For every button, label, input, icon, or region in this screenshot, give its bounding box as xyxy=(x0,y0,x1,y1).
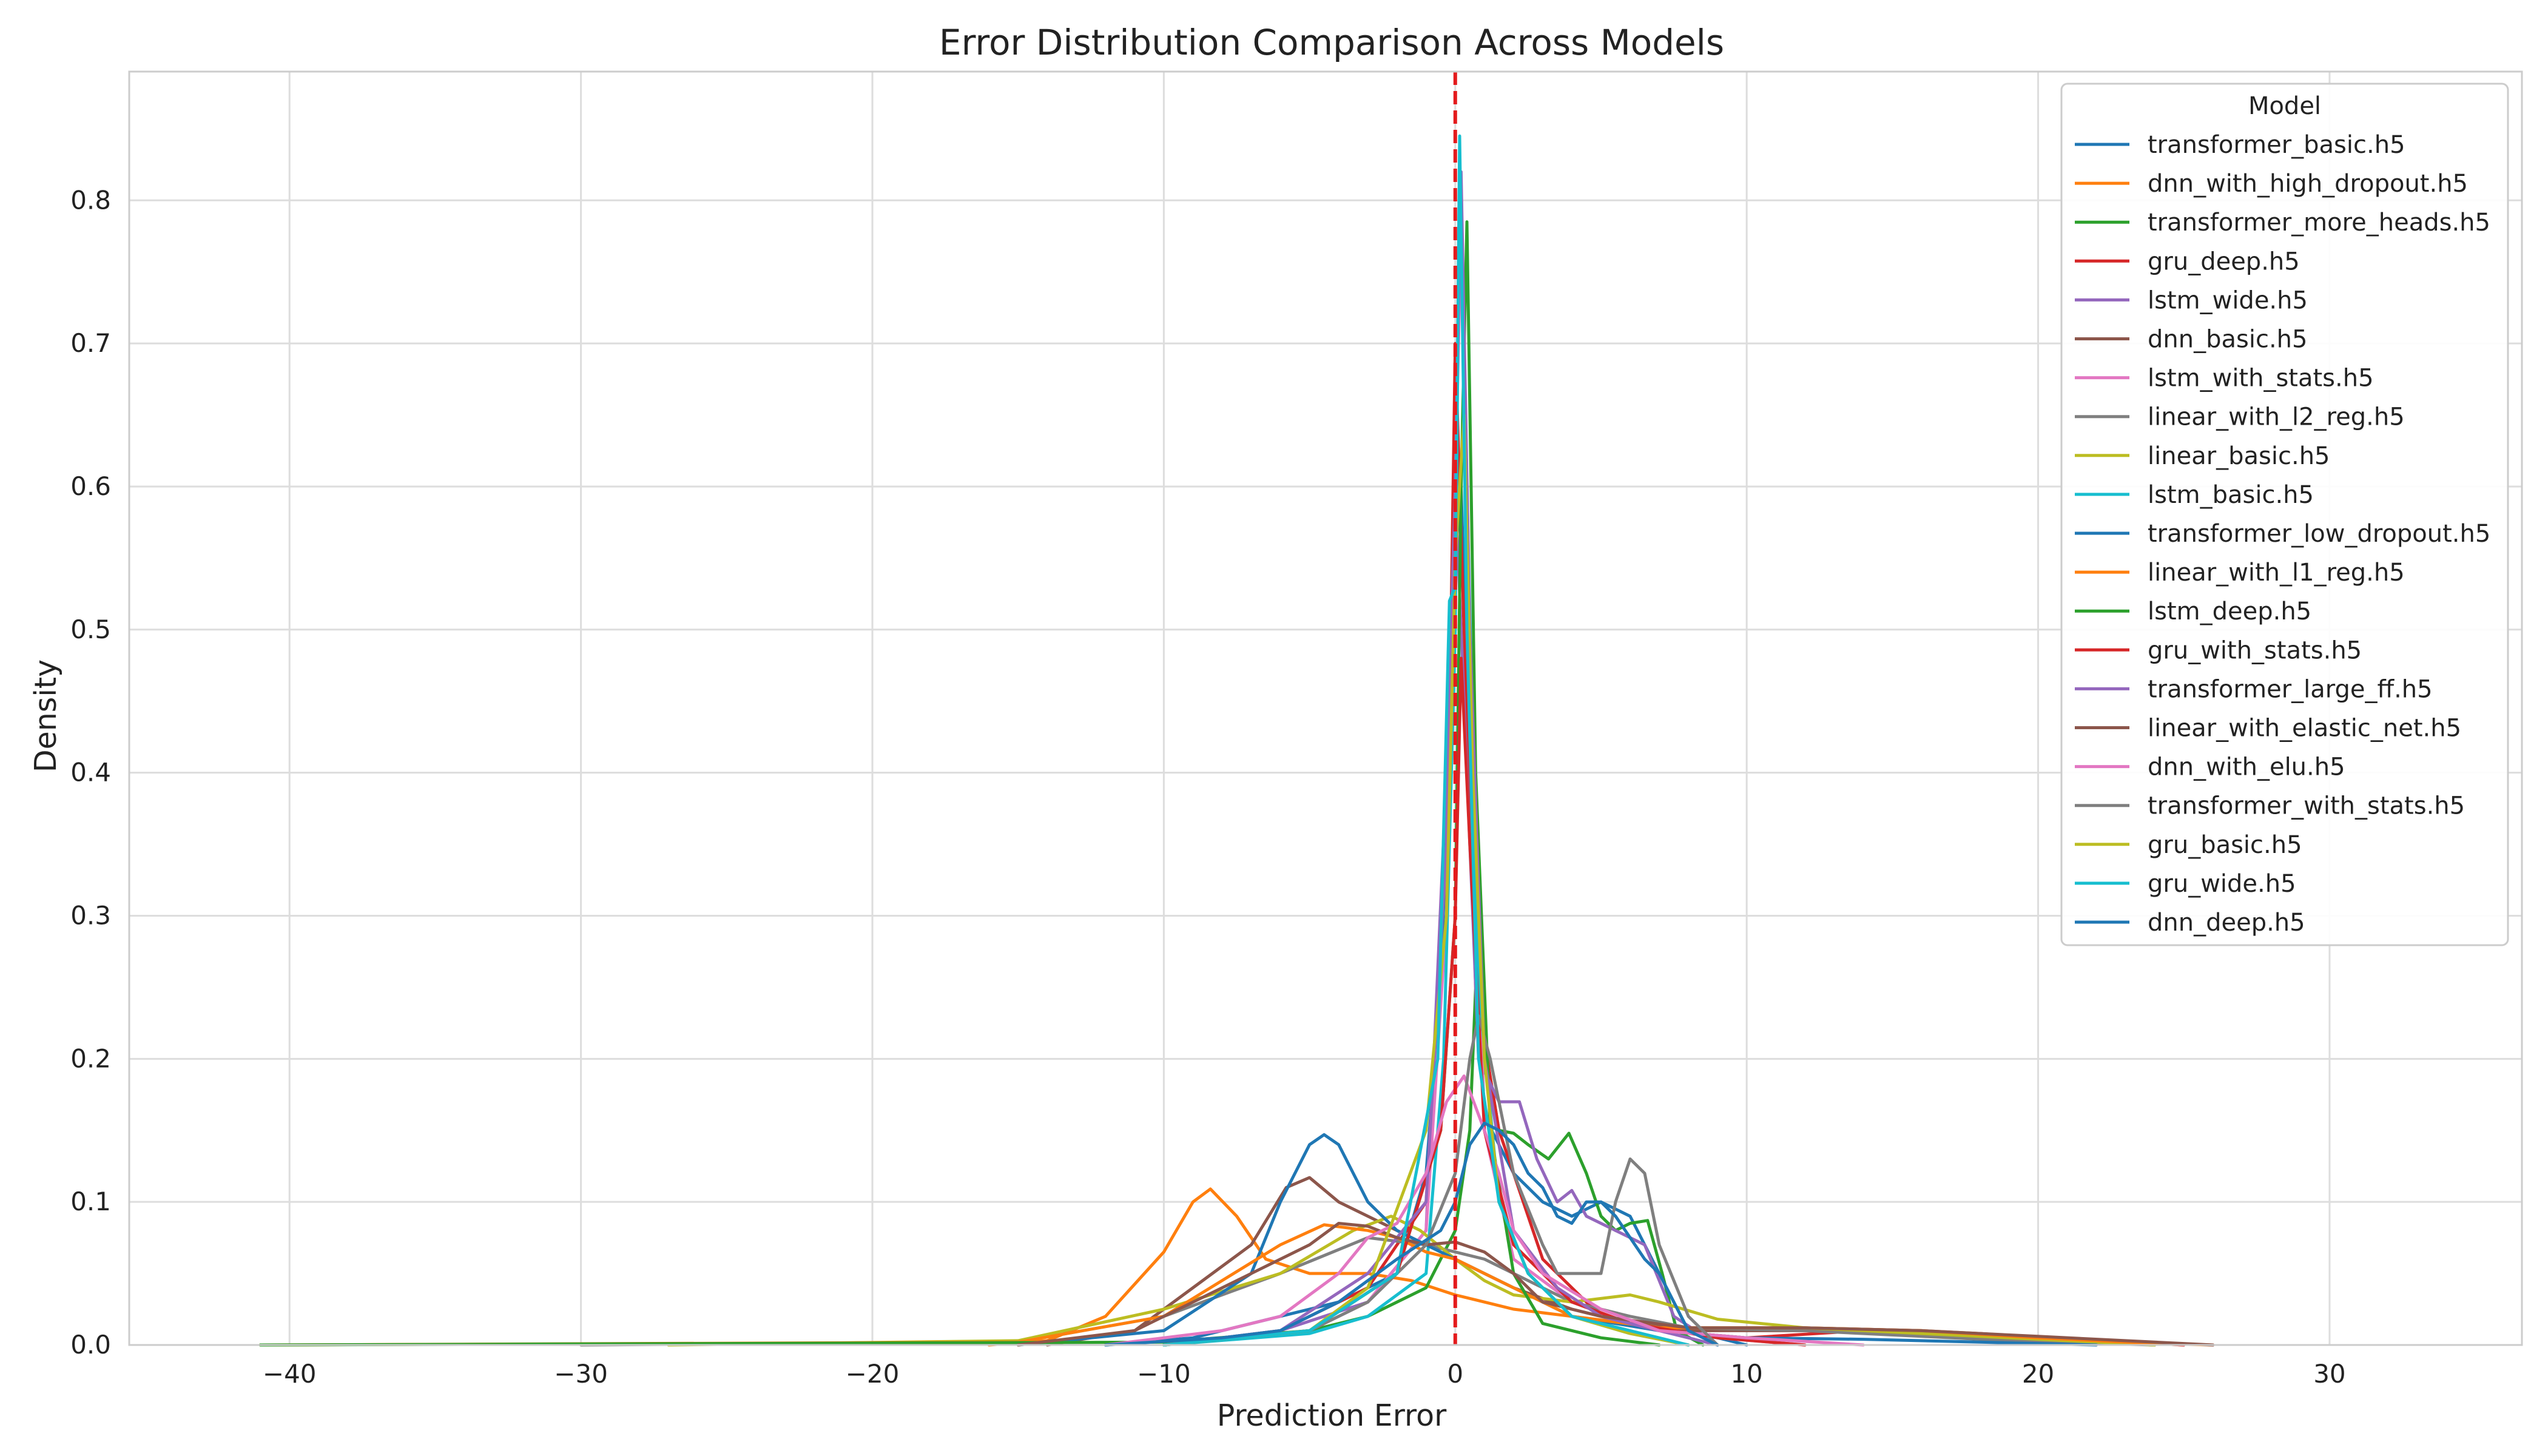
legend-label: linear_with_l1_reg.h5 xyxy=(2148,559,2405,587)
legend-label: gru_with_stats.h5 xyxy=(2148,636,2362,664)
series-line-dnn-deep xyxy=(1104,1121,1719,1347)
legend: Model transformer_basic.h5 dnn_with_high_… xyxy=(2060,83,2509,946)
legend-label: gru_deep.h5 xyxy=(2148,248,2300,275)
chart-title: Error Distribution Comparison Across Mod… xyxy=(939,22,1724,63)
legend-label: lstm_deep.h5 xyxy=(2148,598,2311,625)
x-tick-label: −30 xyxy=(554,1359,608,1389)
x-tick-label: −40 xyxy=(263,1359,317,1389)
legend-label: linear_with_l2_reg.h5 xyxy=(2148,403,2405,431)
legend-label: dnn_with_high_dropout.h5 xyxy=(2148,170,2468,198)
legend-label: lstm_basic.h5 xyxy=(2148,481,2314,509)
y-tick-label: 0.3 xyxy=(70,900,111,930)
x-tick-label: 30 xyxy=(2313,1359,2345,1389)
x-tick-label: 20 xyxy=(2022,1359,2054,1389)
legend-label: transformer_more_heads.h5 xyxy=(2148,209,2490,237)
y-tick-labels: 0.0 0.1 0.2 0.3 0.4 0.5 0.6 0.7 0.8 xyxy=(70,185,111,1360)
series-line-transformer-more-heads xyxy=(1162,914,1705,1347)
legend-items: transformer_basic.h5 dnn_with_high_dropou… xyxy=(2075,131,2490,937)
series-line-dnn-with-elu xyxy=(1104,1074,1865,1347)
legend-label: linear_basic.h5 xyxy=(2148,442,2330,470)
series-line-transformer-with-stats xyxy=(1162,1014,1719,1347)
x-axis-label: Prediction Error xyxy=(1217,1398,1447,1433)
legend-label: transformer_large_ff.h5 xyxy=(2148,675,2433,703)
legend-label: transformer_low_dropout.h5 xyxy=(2148,520,2490,548)
x-tick-label: −20 xyxy=(846,1359,900,1389)
y-tick-label: 0.5 xyxy=(70,615,111,644)
y-tick-label: 0.2 xyxy=(70,1043,111,1073)
plot-frame xyxy=(128,70,2523,1346)
legend-label: gru_wide.h5 xyxy=(2148,870,2296,898)
y-tick-label: 0.6 xyxy=(70,471,111,501)
legend-label: linear_with_elastic_net.h5 xyxy=(2148,715,2461,743)
legend-box xyxy=(2060,83,2509,946)
legend-label: dnn_with_elu.h5 xyxy=(2148,753,2345,781)
legend-label: dnn_basic.h5 xyxy=(2148,326,2307,354)
y-tick-label: 0.7 xyxy=(70,328,111,358)
series-line-gru-wide xyxy=(1162,134,1690,1347)
legend-label: dnn_deep.h5 xyxy=(2148,909,2305,937)
x-tick-label: −10 xyxy=(1137,1359,1191,1389)
legend-title: Model xyxy=(2248,92,2321,120)
legend-label: lstm_wide.h5 xyxy=(2148,286,2308,314)
legend-label: gru_basic.h5 xyxy=(2148,831,2302,859)
y-tick-label: 0.0 xyxy=(70,1330,111,1360)
x-tick-label: 0 xyxy=(1447,1359,1463,1389)
y-tick-label: 0.4 xyxy=(70,758,111,787)
legend-label: transformer_with_stats.h5 xyxy=(2148,792,2465,820)
y-tick-label: 0.1 xyxy=(70,1187,111,1216)
y-axis-label: Density xyxy=(29,659,63,772)
series-line-linear-with-elastic-net xyxy=(1016,1222,2215,1347)
y-tick-label: 0.8 xyxy=(70,185,111,215)
x-tick-label: 10 xyxy=(1730,1359,1762,1389)
x-tick-labels: −40 −30 −20 −10 0 10 20 30 xyxy=(263,1359,2346,1389)
legend-label: lstm_with_stats.h5 xyxy=(2148,365,2374,393)
legend-label: transformer_basic.h5 xyxy=(2148,131,2405,159)
